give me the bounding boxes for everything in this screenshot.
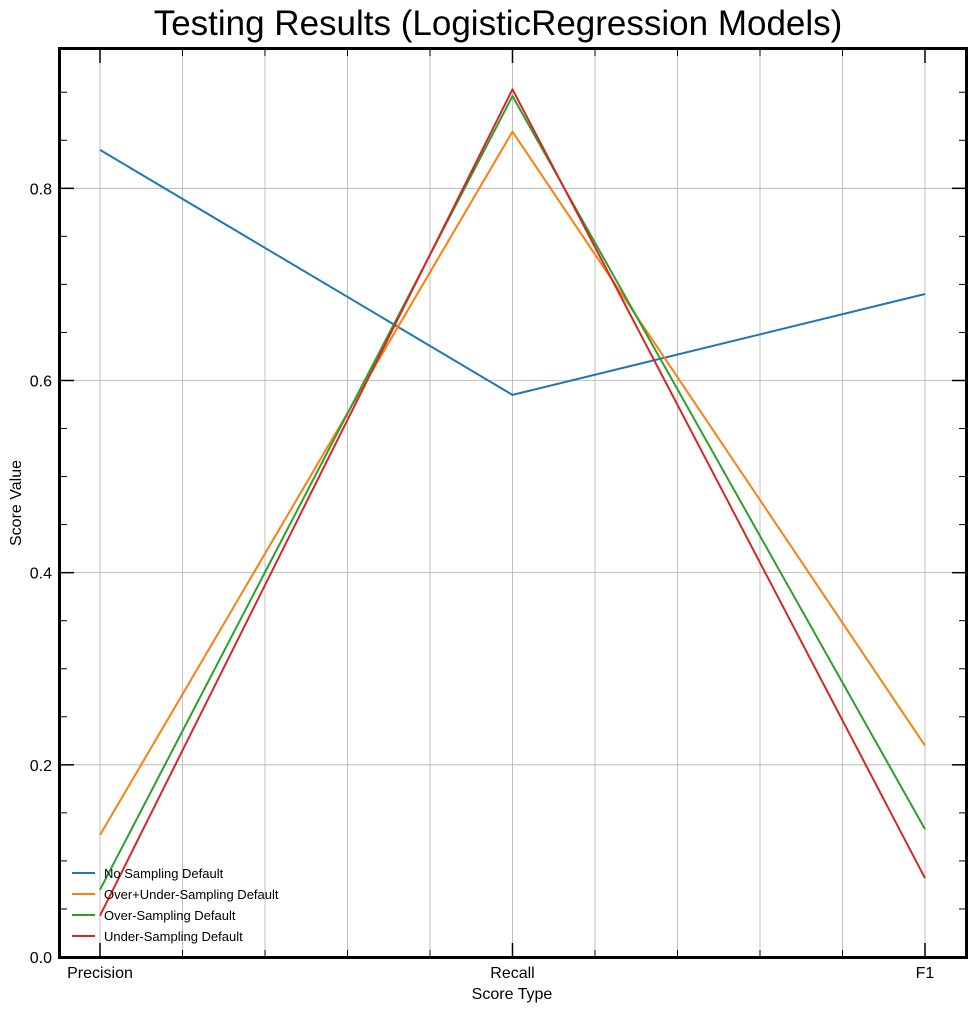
series-line [99, 88, 926, 917]
x-tick-label: Recall [490, 965, 534, 982]
grid [60, 49, 966, 957]
x-tick-label: F1 [916, 965, 935, 982]
series-line [99, 95, 926, 891]
x-tick-label: Precision [67, 965, 133, 982]
y-tick-label: 0.8 [30, 181, 52, 198]
legend-label: Under-Sampling Default [104, 929, 243, 944]
x-axis-label: Score Type [472, 986, 553, 1003]
plot-frame [58, 47, 968, 959]
series-line [99, 130, 926, 836]
series-line [99, 149, 926, 396]
y-tick-label: 0.6 [30, 373, 52, 390]
y-tick-label: 0.0 [30, 950, 52, 967]
y-tick-label: 0.2 [30, 758, 52, 775]
legend-label: Over-Sampling Default [104, 908, 236, 923]
tick-labels: Precision Recall F1 0.0 0.2 0.4 0.6 0.8 [30, 181, 935, 982]
legend: No Sampling Default Over+Under-Sampling D… [72, 866, 279, 944]
series-lines [99, 88, 926, 917]
axis-ticks [60, 49, 966, 958]
legend-label: No Sampling Default [104, 866, 224, 881]
y-axis-label: Score Value [8, 460, 25, 546]
chart-title: Testing Results (LogisticRegression Mode… [154, 4, 843, 43]
legend-label: Over+Under-Sampling Default [104, 887, 279, 902]
y-tick-label: 0.4 [30, 566, 52, 583]
